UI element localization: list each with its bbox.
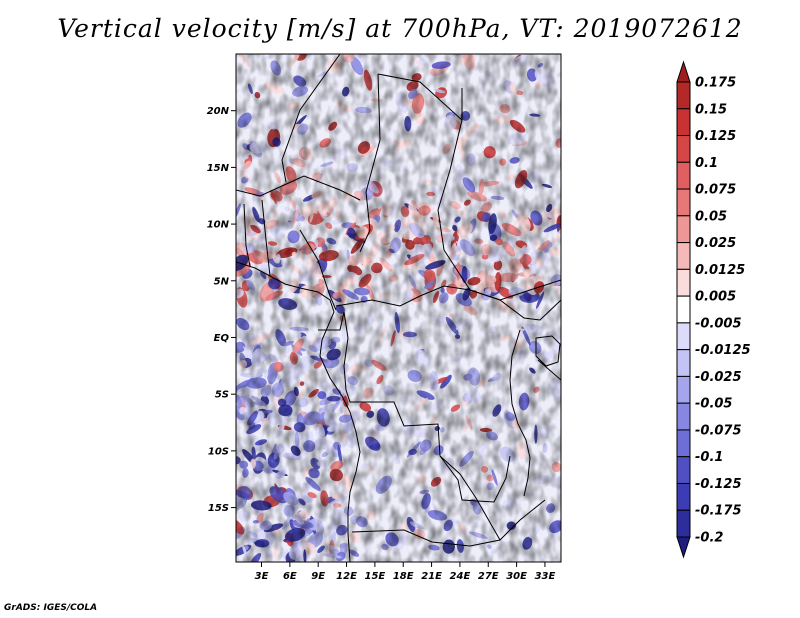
border-nigeria-cameroon — [299, 229, 337, 311]
border-sudan-egypt — [377, 73, 561, 301]
lake-victoria — [535, 335, 561, 367]
colorbar: 0.175 0.15 0.125 0.1 0.075 0.05 0.025 0.0125 0.0… — [676, 60, 751, 559]
colorbar-label: 0.005 — [695, 290, 736, 305]
x-tick-label: 33E — [535, 571, 556, 582]
colorbar-segment-15 — [676, 456, 691, 484]
field-texture — [236, 54, 561, 562]
border-benin-togo — [261, 199, 271, 277]
y-tick-label: EQ — [214, 333, 230, 344]
border-car — [335, 285, 471, 307]
colorbar-segment-11 — [676, 349, 691, 377]
x-tick-label: 3E — [255, 571, 269, 582]
x-tick-label: 15E — [365, 571, 386, 582]
y-tick-label: 5S — [215, 390, 229, 401]
colorbar-label: 0.075 — [695, 183, 736, 198]
colorbar-label: -0.075 — [695, 423, 742, 438]
colorbar-label: -0.175 — [695, 504, 742, 519]
colorbar-label: 0.125 — [695, 129, 736, 144]
border-angola-south — [351, 499, 546, 547]
y-tick-label: 20N — [207, 106, 230, 117]
border-congo-drc — [343, 311, 511, 503]
colorbar-label: -0.1 — [695, 450, 723, 465]
colorbar-label: -0.125 — [695, 477, 742, 492]
x-tick-label: 6E — [283, 571, 297, 582]
colorbar-label: 0.025 — [695, 236, 736, 251]
colorbar-segment-8 — [676, 268, 691, 297]
colorbar-label: -0.2 — [695, 531, 723, 546]
colorbar-label: -0.005 — [695, 316, 742, 331]
colorbar-segment-6 — [676, 215, 691, 244]
colorbar-segment-3 — [676, 135, 691, 163]
border-kenya-tanzania — [537, 359, 561, 381]
colorbar-segment-13 — [676, 402, 691, 431]
border-chad-sudan — [359, 73, 381, 253]
chart-title: Vertical velocity [m/s] at 700hPa, VT: 2… — [57, 14, 743, 43]
colorbar-label: 0.175 — [695, 76, 736, 91]
border-ghana — [243, 203, 251, 267]
colorbar-label: -0.0125 — [695, 343, 751, 358]
y-axis: 20N 15N 10N 5N EQ 5S 10S 15S — [207, 106, 236, 514]
colorbar-segment-5 — [676, 188, 691, 217]
x-tick-label: 9E — [311, 571, 325, 582]
colorbar-segment-17 — [676, 509, 691, 538]
x-tick-label: 18E — [393, 571, 414, 582]
colorbar-segment-10 — [676, 322, 691, 351]
colorbar-label: 0.15 — [695, 102, 727, 117]
colorbar-segment-14 — [676, 429, 691, 458]
colorbar-top-arrow — [676, 60, 691, 83]
colorbar-label: 0.1 — [695, 156, 718, 171]
x-tick-label: 12E — [336, 571, 357, 582]
grads-credit: GrADS: IGES/COLA — [4, 603, 98, 613]
x-tick-label: 27E — [478, 571, 499, 582]
colorbar-segment-2 — [676, 108, 691, 137]
x-tick-label: 24E — [450, 571, 471, 582]
colorbar-label: -0.025 — [695, 370, 742, 385]
y-tick-label: 10S — [208, 446, 229, 457]
border-niger-nigeria — [236, 175, 361, 201]
colorbar-segment-7 — [676, 242, 691, 270]
colorbar-label: 0.05 — [695, 209, 727, 224]
vertical-velocity-field — [236, 54, 561, 562]
coastline-west-africa — [236, 261, 361, 562]
border-zambia — [439, 455, 501, 541]
y-tick-label: 15N — [207, 163, 230, 174]
border-south-sudan-uganda — [469, 289, 561, 321]
y-tick-label: 5N — [214, 276, 230, 287]
border-libya-chad — [281, 54, 341, 183]
colorbar-segment-4 — [676, 161, 691, 190]
border-cameroon-gabon — [318, 311, 345, 331]
colorbar-segment-9 — [676, 295, 691, 324]
x-tick-label: 30E — [506, 571, 527, 582]
colorbar-segment-12 — [676, 375, 691, 404]
colorbar-bottom-arrow — [676, 536, 691, 559]
colorbar-segment-16 — [676, 482, 691, 511]
y-tick-label: 15S — [208, 503, 229, 514]
colorbar-segment-1 — [676, 81, 691, 110]
x-axis: 3E 6E 9E 12E 15E 18E 21E 24E 27E 30E 33E — [255, 562, 556, 582]
colorbar-label: -0.05 — [695, 397, 732, 412]
plot-frame — [235, 53, 562, 563]
x-tick-label: 21E — [421, 571, 442, 582]
country-borders — [236, 54, 561, 562]
y-tick-label: 10N — [207, 220, 230, 231]
colorbar-label: 0.0125 — [695, 263, 745, 278]
coastline-east-lakes — [509, 329, 531, 497]
